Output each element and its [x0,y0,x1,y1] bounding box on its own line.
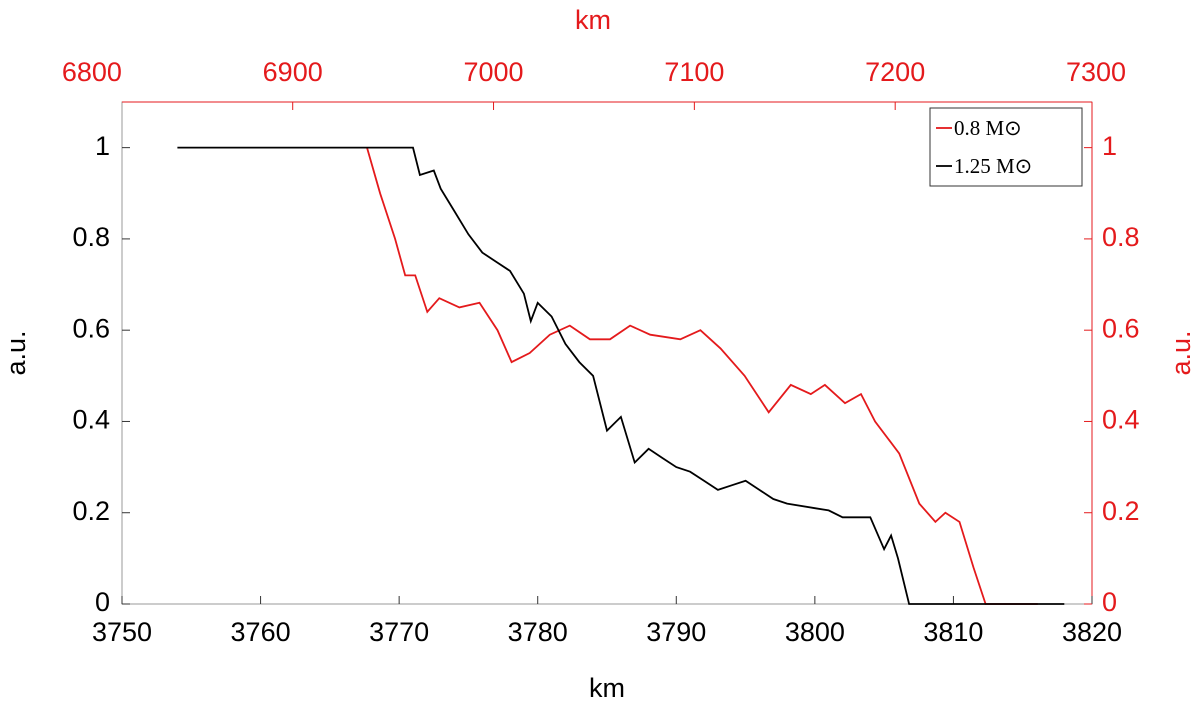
y-tick-label: 0 [95,587,110,617]
y2-tick-label: 0.6 [1102,313,1140,343]
x-tick-label: 3810 [923,617,983,647]
y2-tick-label: 0.8 [1102,222,1140,252]
y-tick-label: 0.4 [72,405,110,435]
legend-box [929,107,1083,187]
x-tick-label: 3790 [646,617,706,647]
x-tick-label: 3820 [1062,617,1122,647]
series-line [366,147,1038,605]
y2-tick-label: 0.2 [1102,496,1140,526]
x-axis-label: km [589,673,625,703]
x2-tick-label: 6900 [263,57,323,87]
x2-tick-label: 7100 [664,57,724,87]
x-tick-label: 3780 [508,617,568,647]
y-tick-label: 0.6 [72,313,110,343]
x-tick-label: 3750 [92,617,152,647]
y-tick-label: 1 [95,131,110,161]
y-tick-label: 0.8 [72,222,110,252]
x2-tick-label: 7000 [463,57,523,87]
x2-axis-label: km [575,5,611,35]
series-line [177,146,1065,605]
x-tick-label: 3770 [369,617,429,647]
x2-tick-label: 7300 [1066,57,1126,87]
x2-tick-label: 6800 [62,57,122,87]
y-axis-label: a.u. [1,330,31,375]
x-tick-label: 3760 [231,617,291,647]
y2-tick-label: 0.4 [1102,405,1140,435]
legend-label: 0.8 M⊙ [954,116,1022,140]
x2-tick-label: 7200 [865,57,925,87]
x-tick-label: 3800 [785,617,845,647]
y2-tick-label: 0 [1102,587,1117,617]
y-tick-label: 0.2 [72,496,110,526]
y2-tick-label: 1 [1102,131,1117,161]
legend-label: 1.25 M⊙ [954,154,1032,178]
y2-axis-label: a.u. [1166,330,1196,375]
